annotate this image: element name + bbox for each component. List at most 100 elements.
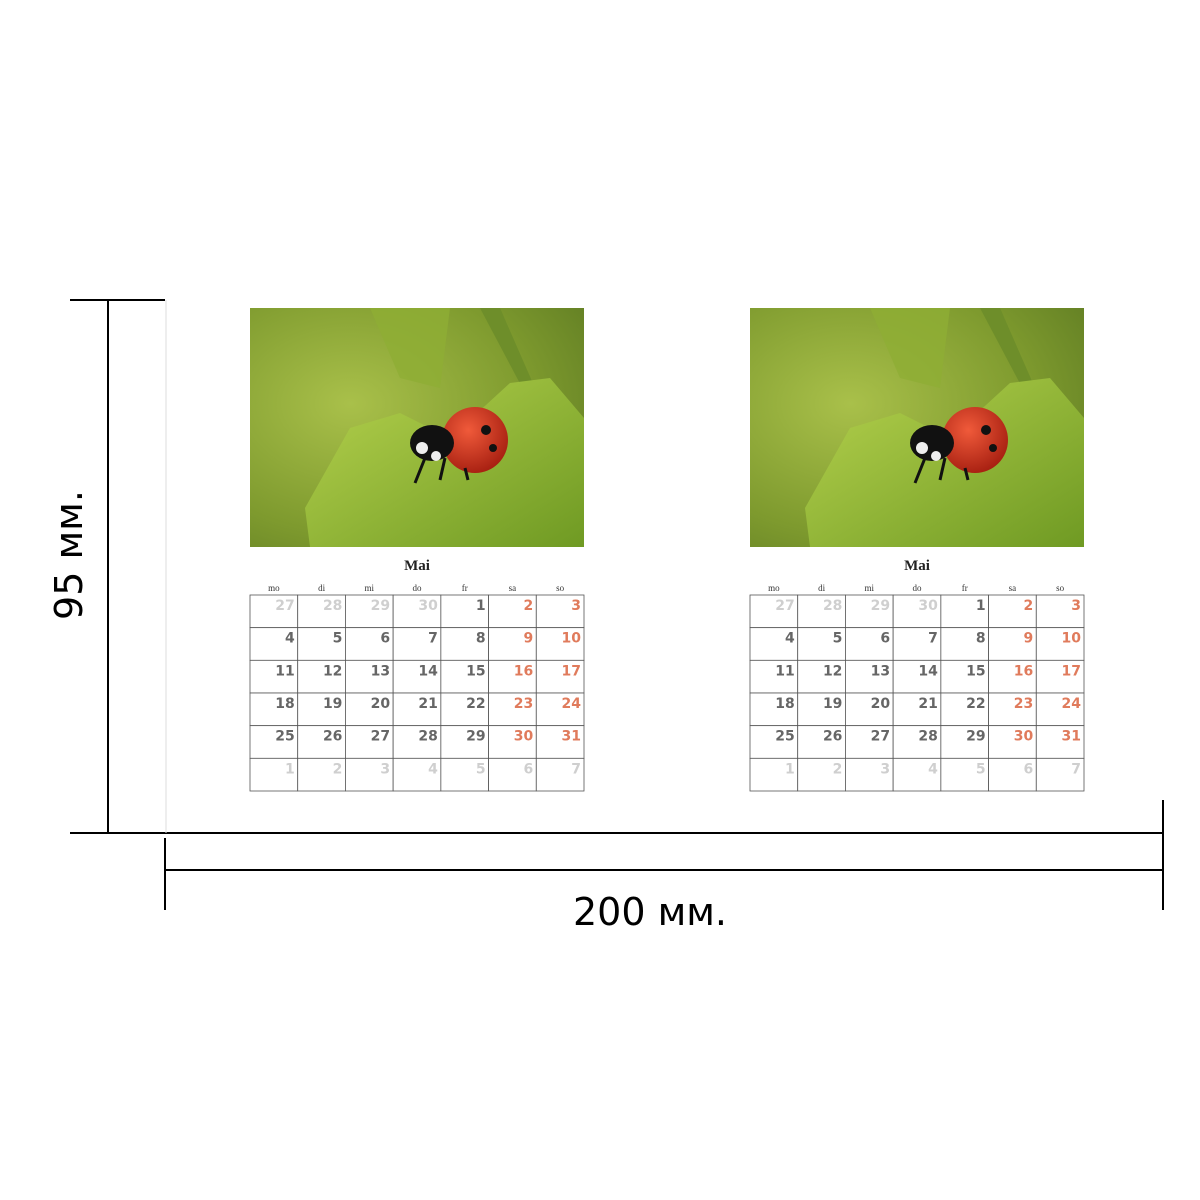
day-cell <box>940 659 989 694</box>
photo <box>250 308 584 547</box>
day-number: 6 <box>524 761 534 777</box>
day-number: 10 <box>1062 631 1082 647</box>
day-number: 29 <box>466 729 485 745</box>
day-cell <box>845 594 894 629</box>
day-number: 3 <box>380 761 390 777</box>
width-label: 200 мм. <box>573 890 727 934</box>
day-cell <box>440 594 489 629</box>
day-cell <box>440 757 489 792</box>
day-number: 1 <box>785 761 795 777</box>
day-number: 5 <box>976 761 986 777</box>
day-number: 28 <box>918 729 937 745</box>
weekday: so <box>556 583 565 593</box>
day-number: 19 <box>823 696 842 712</box>
day-cell <box>392 725 442 759</box>
day-cell <box>892 627 942 661</box>
day-number: 17 <box>562 663 581 679</box>
day-number: 13 <box>871 663 890 679</box>
day-cell <box>392 594 442 629</box>
weekday: mo <box>268 583 280 593</box>
day-cell <box>392 757 442 792</box>
day-cell <box>297 594 346 629</box>
day-number: 27 <box>371 729 390 745</box>
day-number: 2 <box>333 761 343 777</box>
day-number: 29 <box>966 729 985 745</box>
day-number: 4 <box>285 631 295 647</box>
day-cell <box>297 725 346 759</box>
day-number: 25 <box>275 729 294 745</box>
day-cell <box>488 627 537 661</box>
day-number: 27 <box>775 598 794 614</box>
weekday: fr <box>962 583 968 593</box>
weekday: sa <box>509 583 517 593</box>
day-number: 4 <box>785 631 795 647</box>
day-number: 21 <box>918 696 937 712</box>
day-cell <box>892 757 942 792</box>
day-number: 26 <box>823 729 842 745</box>
day-cell <box>345 659 394 694</box>
day-cell <box>940 594 989 629</box>
day-number: 6 <box>1024 761 1034 777</box>
day-number: 16 <box>514 663 533 679</box>
day-cell <box>249 659 299 694</box>
day-number: 30 <box>514 729 534 745</box>
day-cell <box>749 757 799 792</box>
day-number: 11 <box>775 663 794 679</box>
day-cell <box>440 659 489 694</box>
day-number: 18 <box>775 696 794 712</box>
day-number: 4 <box>428 761 438 777</box>
day-number: 31 <box>562 729 581 745</box>
day-cell <box>249 757 299 792</box>
weekday: mi <box>865 583 875 593</box>
day-number: 31 <box>1062 729 1081 745</box>
day-cell <box>297 692 346 727</box>
day-number: 15 <box>466 663 485 679</box>
day-number: 27 <box>275 598 294 614</box>
day-cell <box>488 757 537 792</box>
day-number: 2 <box>524 598 534 614</box>
weekday: di <box>818 583 826 593</box>
day-cell <box>535 757 585 792</box>
day-number: 21 <box>418 696 437 712</box>
day-number: 7 <box>928 631 938 647</box>
weekday: do <box>413 583 423 593</box>
day-number: 7 <box>428 631 438 647</box>
day-number: 9 <box>1024 631 1034 647</box>
weekday: mi <box>365 583 375 593</box>
day-cell <box>749 594 799 629</box>
day-number: 2 <box>1024 598 1034 614</box>
day-cell <box>392 627 442 661</box>
day-cell <box>797 692 846 727</box>
day-cell <box>988 757 1037 792</box>
day-number: 20 <box>371 696 391 712</box>
day-number: 1 <box>976 598 986 614</box>
day-number: 30 <box>918 598 938 614</box>
day-number: 30 <box>418 598 438 614</box>
day-cell <box>845 659 894 694</box>
day-number: 7 <box>1071 761 1081 777</box>
day-cell <box>845 627 894 661</box>
month-title: Mai <box>904 558 930 574</box>
day-number: 25 <box>775 729 794 745</box>
day-number: 28 <box>823 598 842 614</box>
day-cell <box>535 594 585 629</box>
day-cell <box>797 659 846 694</box>
day-number: 9 <box>524 631 534 647</box>
weekday: mo <box>768 583 780 593</box>
dimension-lines <box>70 299 1164 910</box>
day-number: 13 <box>371 663 390 679</box>
day-number: 5 <box>333 631 343 647</box>
day-cell <box>1035 725 1085 759</box>
day-number: 15 <box>966 663 985 679</box>
day-cell <box>1035 594 1085 629</box>
day-number: 14 <box>918 663 938 679</box>
day-number: 6 <box>880 631 890 647</box>
day-number: 11 <box>275 663 294 679</box>
day-cell <box>749 725 799 759</box>
day-number: 12 <box>823 663 842 679</box>
day-cell <box>488 725 537 759</box>
day-number: 10 <box>562 631 582 647</box>
day-number: 3 <box>880 761 890 777</box>
day-cell <box>297 757 346 792</box>
